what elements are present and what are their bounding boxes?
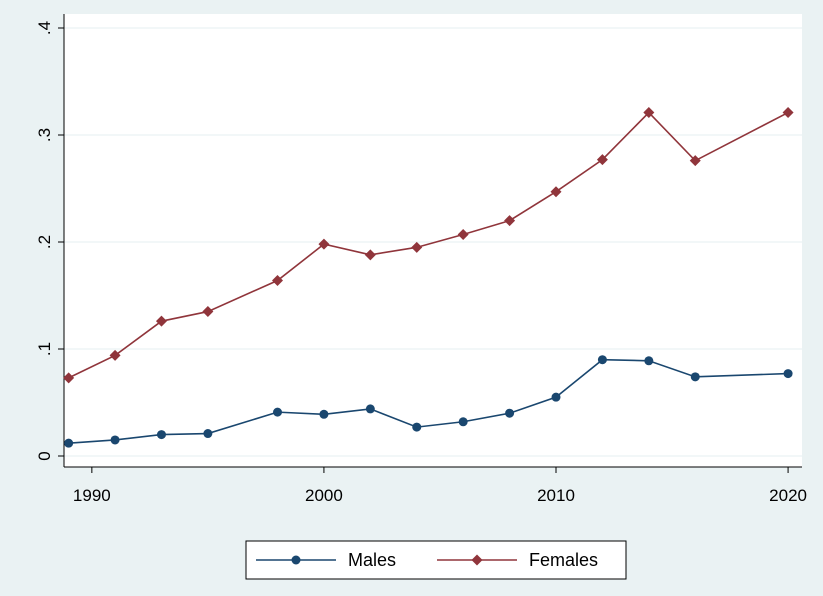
- point-females-2006: [457, 229, 469, 241]
- gridlines: [64, 27, 802, 457]
- point-males-2012: [597, 355, 607, 365]
- point-males-2010: [551, 392, 561, 402]
- point-males-1993: [156, 430, 166, 440]
- legend-marker-females: [471, 554, 483, 566]
- y-tick-label-3: .3: [35, 128, 54, 142]
- point-females-2008: [504, 215, 516, 227]
- point-males-2006: [458, 417, 468, 427]
- series-group: [63, 107, 794, 448]
- axes: 0 .1 .2 .3 .4 1990 2000 2010 2020: [35, 14, 807, 505]
- point-females-2014: [643, 107, 655, 119]
- legend-label-females: Females: [529, 550, 598, 570]
- point-males-1998: [273, 407, 283, 417]
- legend-marker-males: [291, 555, 301, 565]
- y-tick-label-1: .1: [35, 342, 54, 356]
- point-females-2004: [411, 241, 423, 253]
- point-females-1995: [202, 306, 214, 318]
- y-tick-label-4: .4: [35, 21, 54, 35]
- point-males-2008: [505, 408, 515, 418]
- point-females-1993: [155, 315, 167, 327]
- point-males-2000: [319, 409, 329, 419]
- point-males-2002: [365, 404, 375, 414]
- point-males-2004: [412, 422, 422, 432]
- series-males: [64, 355, 793, 448]
- point-males-2016: [690, 372, 700, 382]
- point-females-1989: [63, 372, 75, 384]
- x-tick-label-1: 2000: [305, 486, 343, 505]
- point-males-1995: [203, 429, 213, 439]
- point-females-2010: [550, 186, 562, 198]
- point-males-2014: [644, 356, 654, 366]
- point-males-1989: [64, 438, 74, 448]
- point-females-2016: [689, 155, 701, 167]
- point-females-2012: [596, 154, 608, 166]
- x-tick-label-2: 2010: [537, 486, 575, 505]
- x-tick-label-3: 2020: [769, 486, 807, 505]
- point-females-1991: [109, 349, 121, 361]
- y-tick-label-0: 0: [35, 451, 54, 460]
- point-females-2002: [364, 249, 376, 261]
- legend: Males Females: [245, 540, 627, 580]
- legend-label-males: Males: [348, 550, 396, 570]
- x-tick-label-0: 1990: [73, 486, 111, 505]
- point-females-1998: [272, 275, 284, 287]
- series-females: [63, 107, 794, 384]
- point-males-1991: [110, 435, 120, 445]
- point-males-2020: [783, 369, 793, 379]
- point-females-2000: [318, 238, 330, 250]
- point-females-2020: [782, 107, 794, 119]
- y-tick-label-2: .2: [35, 235, 54, 249]
- plot-area: [64, 14, 802, 467]
